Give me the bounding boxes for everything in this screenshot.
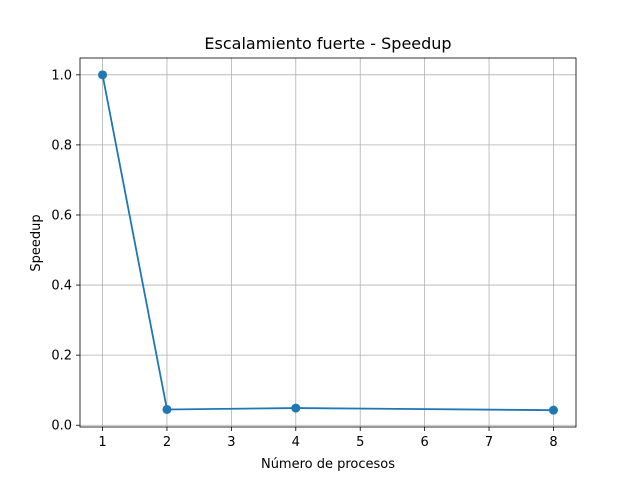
x-tick-label: 7: [485, 435, 493, 450]
x-tick-label: 3: [227, 435, 235, 450]
x-tick-label: 4: [292, 435, 300, 450]
y-tick-label: 0.0: [51, 419, 72, 434]
y-tick-label: 0.8: [51, 138, 72, 153]
data-point: [291, 403, 301, 413]
x-tick-label: 5: [356, 435, 364, 450]
y-tick-label: 0.4: [51, 279, 72, 294]
tick-layer: 1 2 3 4 5 6 7 8 0.0 0.2 0.4 0.6 0.8 1.0: [51, 68, 557, 450]
y-axis-label: Speedup: [29, 214, 44, 271]
x-tick-label: 6: [420, 435, 428, 450]
y-tick-label: 1.0: [51, 68, 72, 83]
grid-layer: [80, 58, 576, 427]
series-layer: [98, 70, 558, 415]
x-tick-label: 8: [549, 435, 557, 450]
x-tick-label: 2: [163, 435, 171, 450]
x-axis-label: Número de procesos: [261, 457, 395, 472]
plot-frame: [79, 57, 577, 428]
series-line: [101, 74, 554, 412]
data-point: [162, 404, 172, 414]
x-tick-label: 1: [98, 435, 106, 450]
data-point: [548, 405, 558, 415]
chart-title: Escalamiento fuerte - Speedup: [204, 34, 451, 53]
y-tick-label: 0.6: [51, 208, 72, 223]
y-tick-label: 0.2: [51, 349, 72, 364]
data-point: [98, 70, 108, 80]
